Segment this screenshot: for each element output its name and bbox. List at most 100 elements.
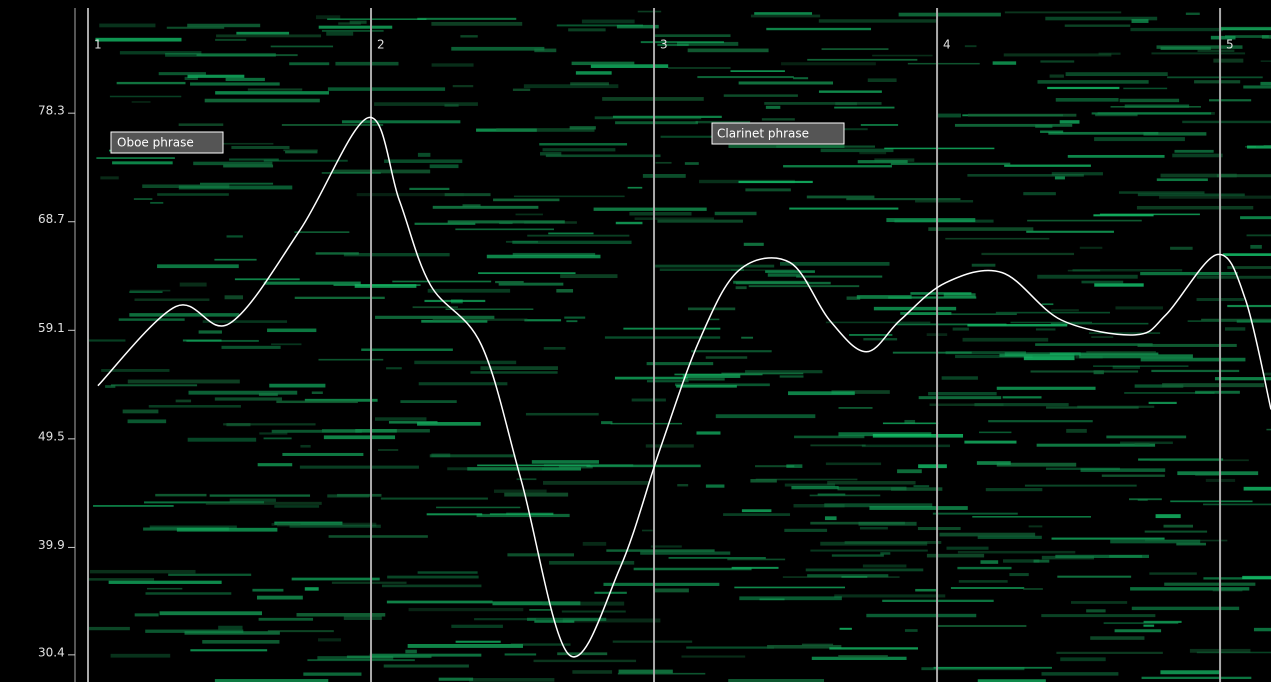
spectral-streak	[1151, 52, 1245, 54]
spectral-streak	[572, 62, 635, 65]
spectral-streak	[1068, 270, 1100, 272]
spectral-streak	[147, 588, 182, 590]
spectral-streak	[128, 419, 167, 423]
spectral-streak	[264, 438, 292, 440]
spectral-streak	[264, 160, 348, 162]
spectral-streak	[187, 24, 260, 27]
spectral-streak	[820, 542, 927, 546]
spectral-streak	[432, 63, 474, 66]
spectral-streak	[834, 107, 894, 109]
spectral-streak	[480, 366, 558, 370]
spectral-streak	[1164, 583, 1255, 586]
spectral-streak	[1004, 165, 1091, 167]
spectral-streak	[1023, 588, 1043, 590]
spectral-streak	[316, 252, 359, 254]
spectral-streak	[215, 39, 246, 41]
spectral-streak	[1047, 87, 1119, 89]
spectral-streak	[428, 289, 510, 293]
spectral-streak	[1042, 303, 1054, 305]
spectral-streak	[606, 549, 714, 551]
spectral-streak	[638, 11, 661, 13]
spectral-streak	[357, 193, 464, 196]
spectral-streak	[716, 414, 816, 418]
spectral-streak	[1174, 150, 1213, 153]
spectral-streak	[110, 96, 181, 98]
spectral-streak	[190, 82, 280, 85]
spectral-streak	[691, 350, 771, 352]
spectral-streak	[444, 104, 458, 107]
spectral-streak	[825, 516, 837, 520]
spectral-streak	[1003, 559, 1039, 562]
spectral-streak	[290, 525, 381, 528]
spectral-streak	[1132, 19, 1149, 23]
spectral-streak	[460, 35, 477, 37]
spectral-streak	[1086, 609, 1105, 612]
spectral-streak	[861, 124, 898, 126]
spectral-streak	[676, 385, 737, 388]
spectral-streak	[643, 174, 686, 178]
spectral-streak	[996, 312, 1110, 314]
spectral-streak	[157, 193, 229, 196]
spectral-streak	[225, 295, 243, 299]
spectral-streak	[474, 618, 536, 620]
spectral-streak	[132, 101, 151, 103]
spectral-streak	[696, 431, 720, 434]
spectral-streak	[838, 432, 931, 436]
spectral-streak	[119, 318, 185, 320]
spectral-streak	[788, 391, 855, 395]
spectral-streak	[1138, 344, 1237, 347]
spectral-streak	[259, 432, 287, 434]
spectral-streak	[1093, 365, 1188, 367]
spectral-streak	[439, 678, 473, 681]
spectral-streak	[913, 485, 929, 487]
spectral-streak	[810, 550, 927, 552]
spectral-streak	[514, 196, 625, 198]
spectral-streak	[1167, 76, 1263, 78]
spectral-streak	[783, 576, 900, 578]
spectral-streak	[742, 509, 772, 512]
spectral-streak	[1027, 220, 1142, 222]
spectral-streak	[959, 580, 1008, 583]
spectral-streak	[764, 102, 881, 105]
spectral-streak	[562, 610, 626, 612]
spectral-streak	[400, 400, 456, 403]
spectral-streak	[451, 47, 544, 51]
spectral-streak	[566, 320, 577, 322]
spectral-streak	[810, 444, 865, 446]
spectral-streak	[329, 535, 428, 538]
spectral-streak	[1240, 216, 1271, 219]
spectral-streak	[202, 640, 279, 644]
spectral-streak	[706, 356, 747, 359]
spectral-streak	[933, 513, 1018, 515]
spectral-streak	[765, 270, 815, 273]
spectral-streak	[1141, 358, 1246, 362]
spectral-streak	[993, 61, 1016, 64]
spectral-streak	[419, 382, 508, 385]
spectral-streak	[745, 188, 790, 191]
spectral-streak	[1266, 429, 1271, 431]
spectral-streak	[526, 413, 599, 416]
spectral-streak	[344, 616, 382, 620]
spectral-streak	[1055, 176, 1065, 179]
spectral-streak	[344, 253, 450, 256]
spectral-streak	[305, 587, 319, 590]
spectral-streak	[750, 479, 776, 483]
spectral-streak	[605, 336, 720, 338]
spectral-streak	[891, 487, 942, 490]
spectral-streak	[96, 157, 175, 159]
spectral-streak	[766, 106, 780, 109]
spectral-streak	[282, 453, 363, 456]
spectral-streak	[1182, 121, 1271, 123]
spectral-streak	[723, 513, 790, 516]
spectral-streak	[965, 45, 977, 47]
spectral-streak	[529, 609, 552, 611]
spectral-streak	[1221, 28, 1271, 30]
spectral-streak	[1135, 443, 1150, 445]
spectral-streak	[342, 120, 460, 123]
spectral-streak	[337, 494, 381, 497]
spectral-streak	[159, 72, 206, 75]
annotation: Oboe phrase	[111, 132, 223, 153]
spectral-streak	[972, 516, 1091, 518]
spectral-streak	[430, 164, 459, 168]
spectral-streak	[594, 208, 707, 211]
